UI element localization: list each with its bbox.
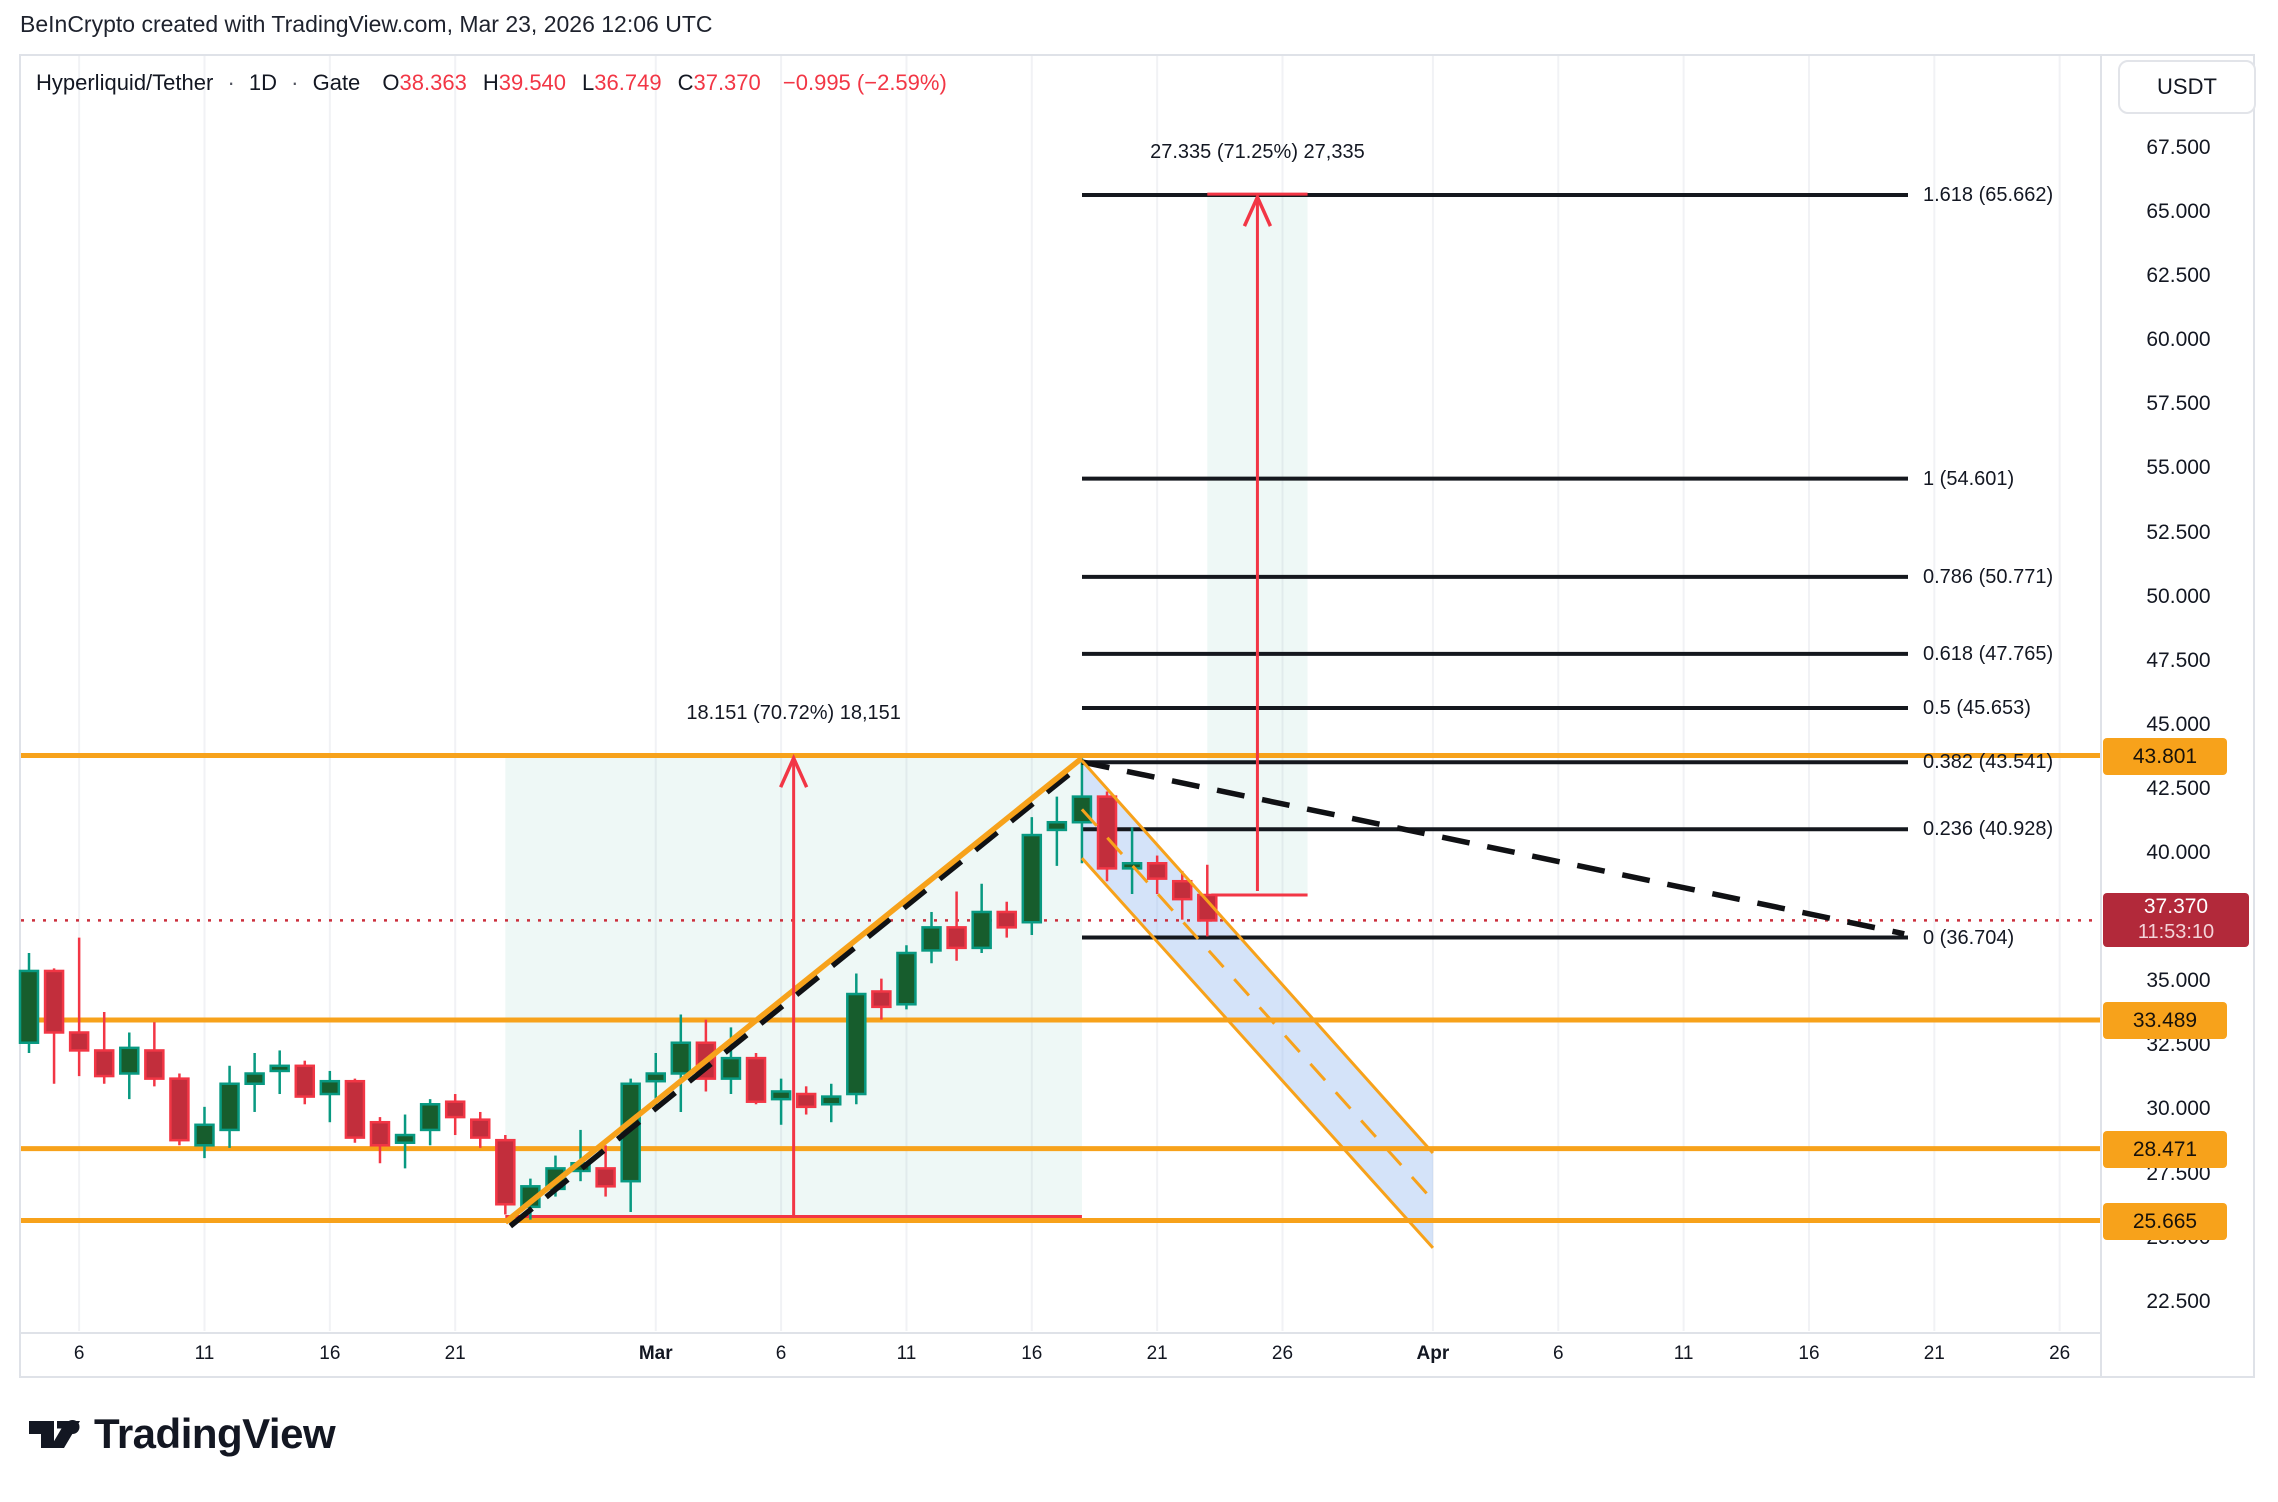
measurement-label: 27.335 (71.25%) 27,335	[1150, 141, 1365, 164]
time-tick: Apr	[1416, 1343, 1450, 1364]
fib-level-label: 0.5 (45.653)	[1923, 697, 2031, 720]
price-tick: 30.000	[2146, 1097, 2211, 1121]
bar-countdown: 11:53:10	[2137, 921, 2215, 944]
level-price-tag: 28.471	[2103, 1130, 2227, 1168]
price-tick: 47.500	[2146, 648, 2211, 672]
fib-level-label: 0 (36.704)	[1923, 926, 2015, 949]
exchange-label: Gate	[312, 70, 361, 95]
ohlc-group: O38.363	[382, 70, 467, 95]
price-axis-divider	[2100, 54, 2102, 1378]
attribution-text: BeInCrypto created with TradingView.com,…	[20, 11, 713, 37]
time-tick: 16	[319, 1343, 341, 1364]
time-tick: 11	[896, 1343, 917, 1364]
time-tick: 11	[1673, 1343, 1694, 1364]
price-tick: 67.500	[2146, 135, 2211, 159]
fib-level-label: 1 (54.601)	[1923, 467, 2015, 490]
time-tick: 21	[1923, 1343, 1945, 1364]
time-tick: 11	[194, 1343, 215, 1364]
price-tick: 42.500	[2146, 776, 2211, 800]
time-tick: 6	[1552, 1343, 1564, 1364]
change-value: −0.995 (−2.59%)	[782, 70, 947, 95]
tradingview-logo-text: TradingView	[94, 1410, 336, 1457]
current-price-tag: 37.370 11:53:10	[2103, 893, 2249, 948]
price-tick: 57.500	[2146, 392, 2211, 416]
symbol-name: Hyperliquid/Tether	[36, 70, 214, 95]
fib-level-label: 0.382 (43.541)	[1923, 751, 2054, 774]
level-price-tag: 43.801	[2103, 737, 2227, 775]
currency-toggle-button[interactable]: USDT	[2118, 60, 2256, 114]
price-tick: 52.500	[2146, 520, 2211, 544]
ohlc-group: L36.749	[582, 70, 662, 95]
time-tick: 21	[444, 1343, 466, 1364]
fib-level-label: 0.236 (40.928)	[1923, 818, 2054, 841]
price-tick: 65.000	[2146, 200, 2211, 223]
price-tick: 35.000	[2146, 969, 2211, 993]
fib-level-label: 0.786 (50.771)	[1923, 565, 2054, 588]
tradingview-logo[interactable]: TradingView	[26, 1406, 336, 1462]
fib-level-label: 1.618 (65.662)	[1923, 184, 2054, 207]
ohlc-group: H39.540	[482, 70, 567, 95]
price-tick: 45.000	[2146, 712, 2211, 736]
symbol-legend: Hyperliquid/Tether · 1D · Gate O38.363 H3…	[36, 70, 947, 96]
price-tick: 55.000	[2146, 456, 2211, 480]
price-tick: 22.500	[2146, 1289, 2211, 1313]
level-price-tag: 25.665	[2103, 1202, 2227, 1240]
current-price-value: 37.370	[2143, 895, 2209, 919]
interval-label: 1D	[248, 70, 278, 95]
time-axis-divider	[19, 1332, 2102, 1334]
time-tick: Mar	[638, 1343, 673, 1364]
time-tick: 16	[1798, 1343, 1820, 1364]
ohlc-values: O38.363 H39.540 L36.749 C37.370	[366, 70, 760, 95]
fib-level-label: 0.618 (47.765)	[1923, 642, 2054, 665]
time-tick: 21	[1146, 1343, 1168, 1364]
price-tick: 40.000	[2146, 841, 2211, 864]
price-tick: 62.500	[2146, 264, 2211, 288]
price-tick: 32.500	[2146, 1033, 2211, 1057]
time-tick: 6	[775, 1343, 787, 1364]
time-tick: 6	[73, 1343, 85, 1364]
legend-separator: ·	[227, 70, 235, 95]
chart-frame	[19, 54, 2255, 1378]
time-tick: 26	[1271, 1343, 1294, 1364]
level-price-tag: 33.489	[2103, 1001, 2227, 1039]
ohlc-group: C37.370	[677, 70, 761, 95]
measurement-label: 18.151 (70.72%) 18,151	[686, 702, 901, 725]
price-tick: 50.000	[2146, 584, 2211, 608]
time-tick: 16	[1021, 1343, 1043, 1364]
price-tick: 60.000	[2146, 328, 2211, 352]
legend-separator: ·	[291, 70, 299, 95]
time-tick: 26	[2049, 1343, 2071, 1364]
currency-label: USDT	[2157, 74, 2217, 99]
tradingview-logo-icon	[29, 1420, 80, 1448]
